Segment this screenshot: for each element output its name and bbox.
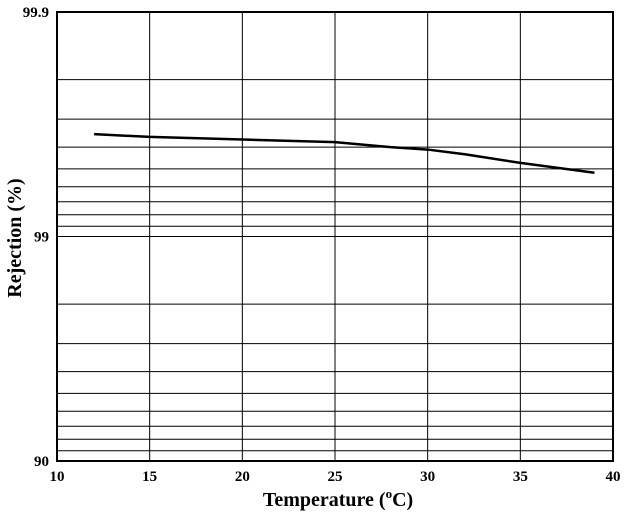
x-axis-label: Temperature (oC) bbox=[263, 486, 413, 511]
tick-labels: 10 15 20 25 30 35 40 90 99 99.9 bbox=[23, 5, 621, 485]
y-tick-label: 99.9 bbox=[23, 5, 49, 21]
rejection-line bbox=[94, 132, 595, 174]
x-tick-label: 20 bbox=[235, 469, 250, 485]
y-tick-label: 90 bbox=[34, 454, 49, 470]
x-tick-label: 40 bbox=[606, 469, 621, 485]
grid bbox=[56, 11, 614, 462]
x-tick-label: 15 bbox=[142, 469, 157, 485]
series bbox=[94, 132, 595, 174]
x-tick-label: 25 bbox=[328, 469, 343, 485]
y-axis-label: Rejection (%) bbox=[4, 178, 26, 297]
plot-frame bbox=[56, 11, 614, 462]
x-tick-label: 35 bbox=[513, 469, 528, 485]
x-tick-label: 30 bbox=[420, 469, 435, 485]
x-tick-label: 10 bbox=[50, 469, 65, 485]
y-tick-label: 99 bbox=[34, 230, 49, 246]
